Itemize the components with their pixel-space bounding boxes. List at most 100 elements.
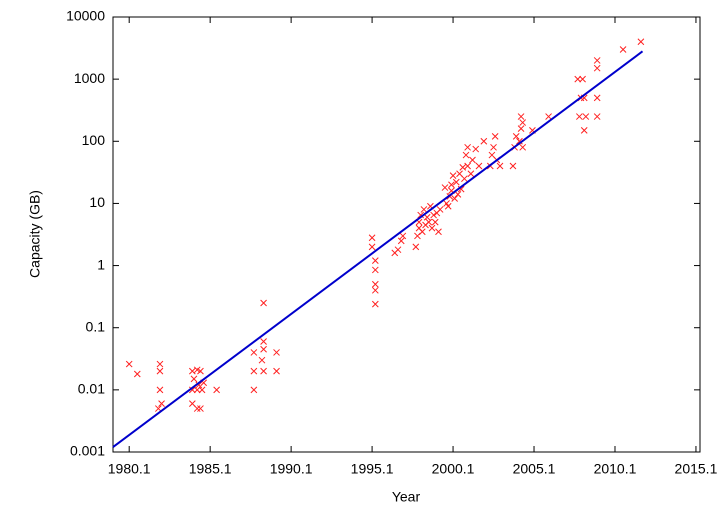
data-point <box>509 162 517 170</box>
data-point <box>371 257 379 265</box>
data-point <box>273 349 280 356</box>
data-point <box>490 143 497 151</box>
y-tick-label: 0.01 <box>78 381 105 397</box>
data-point <box>371 286 379 294</box>
data-point <box>197 405 204 412</box>
data-point <box>435 228 442 236</box>
data-point <box>449 172 457 179</box>
y-tick-label: 1 <box>97 256 105 272</box>
data-point <box>133 370 141 378</box>
data-point <box>431 218 439 226</box>
data-point <box>156 386 164 394</box>
data-point <box>368 243 376 251</box>
data-point <box>517 125 525 132</box>
data-point <box>475 162 483 170</box>
data-point <box>472 145 480 153</box>
data-point <box>417 211 425 219</box>
data-point <box>593 64 601 72</box>
data-point <box>436 206 444 213</box>
data-point <box>156 360 164 368</box>
data-point <box>441 184 449 191</box>
data-point <box>448 181 455 189</box>
x-tick-label: 2005.1 <box>513 461 556 477</box>
data-point <box>491 133 499 140</box>
x-tick-label: 1995.1 <box>351 461 394 477</box>
data-point <box>576 113 583 120</box>
y-tick-label: 0.1 <box>86 318 106 334</box>
data-point <box>371 300 379 308</box>
data-point <box>260 367 267 375</box>
data-point <box>516 137 523 145</box>
data-point <box>195 381 203 389</box>
data-point <box>258 356 266 364</box>
data-point <box>273 367 280 375</box>
data-point <box>580 126 588 134</box>
x-tick-label: 1985.1 <box>189 461 232 477</box>
y-tick-label: 10 <box>89 194 105 210</box>
x-tick-label: 2010.1 <box>594 461 637 477</box>
trend-line <box>112 50 644 448</box>
data-point <box>454 190 462 198</box>
data-point <box>444 202 452 210</box>
data-point <box>582 113 590 120</box>
y-axis-label: Capacity (GB) <box>27 190 43 278</box>
data-point <box>418 228 426 236</box>
data-point <box>452 178 460 186</box>
data-point <box>579 75 586 83</box>
data-point <box>371 266 379 274</box>
data-point <box>125 360 133 368</box>
data-point <box>519 119 527 126</box>
y-tick-label: 100 <box>82 132 106 148</box>
data-point <box>193 386 201 394</box>
data-point <box>250 349 258 356</box>
data-point <box>250 367 258 375</box>
data-point <box>425 218 433 226</box>
data-point <box>188 386 196 394</box>
data-point <box>430 211 437 219</box>
data-point <box>593 94 601 102</box>
y-tick-label: 1000 <box>74 70 105 86</box>
data-point <box>574 75 582 83</box>
data-point <box>517 113 525 120</box>
data-point <box>158 400 165 407</box>
data-point <box>637 38 645 46</box>
data-point <box>420 206 428 213</box>
data-point <box>188 367 196 375</box>
data-point <box>397 237 405 245</box>
y-tick-label: 0.001 <box>70 443 105 459</box>
data-point <box>423 213 431 221</box>
data-point <box>260 338 267 345</box>
data-point <box>469 156 476 164</box>
data-point <box>250 386 258 394</box>
data-point <box>394 246 402 254</box>
x-tick-label: 2015.1 <box>675 461 717 477</box>
data-point <box>190 375 198 383</box>
x-tick-label: 1990.1 <box>270 461 313 477</box>
data-point <box>459 164 467 171</box>
data-point <box>428 224 436 232</box>
data-point <box>593 57 601 64</box>
data-point <box>464 162 471 170</box>
data-point <box>480 137 488 145</box>
data-point <box>156 367 164 375</box>
data-point <box>593 113 601 120</box>
x-tick-label: 2000.1 <box>432 461 475 477</box>
data-point <box>461 175 468 183</box>
data-point <box>464 143 471 151</box>
data-point <box>496 162 504 170</box>
x-tick-label: 1980.1 <box>108 461 151 477</box>
data-point <box>467 170 475 178</box>
data-point <box>519 143 527 151</box>
x-axis-label: Year <box>392 489 421 505</box>
data-point <box>512 133 520 140</box>
data-point <box>213 386 220 394</box>
data-point <box>260 299 267 307</box>
data-point <box>451 195 459 202</box>
data-point <box>545 113 552 120</box>
data-point <box>368 234 376 242</box>
data-point <box>462 151 470 159</box>
data-point <box>260 345 267 353</box>
data-point <box>399 232 407 240</box>
data-point <box>193 405 201 412</box>
